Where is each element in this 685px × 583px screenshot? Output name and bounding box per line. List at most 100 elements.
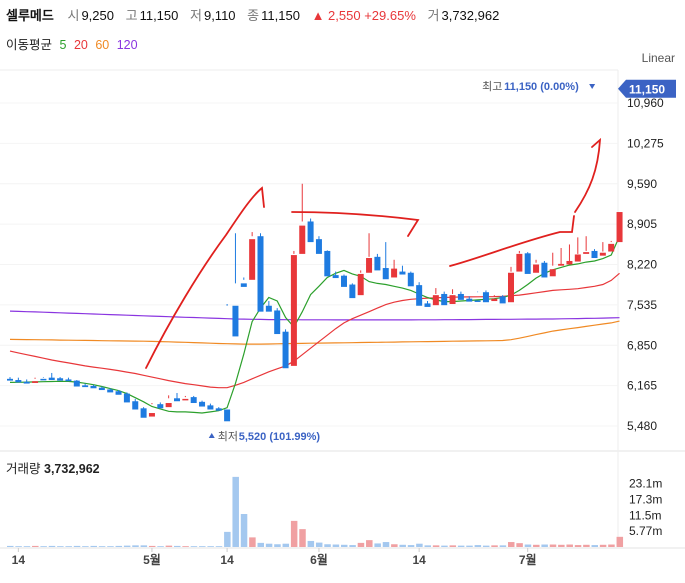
- candle-body: [533, 264, 540, 273]
- candle: [566, 244, 573, 265]
- volume-bar: [107, 546, 114, 547]
- volume-bar: [90, 545, 97, 547]
- candle-body: [558, 263, 565, 266]
- volume-bar: [7, 545, 14, 547]
- ma20-legend[interactable]: 20: [73, 38, 88, 52]
- candle: [474, 291, 481, 302]
- candle-body: [508, 272, 514, 303]
- candle: [541, 260, 548, 278]
- volume-bar: [357, 542, 365, 547]
- candle: [299, 183, 306, 254]
- candle: [315, 236, 322, 254]
- candle-body: [574, 254, 581, 262]
- volume-bar: [48, 545, 56, 547]
- candle-body: [32, 381, 39, 383]
- candle-body: [583, 252, 590, 254]
- volume-tick-label: 23.1m: [629, 476, 662, 490]
- volume-bar: [190, 546, 198, 547]
- volume-bar: [115, 545, 123, 547]
- volume-panel-label: 거래량: [6, 462, 41, 476]
- candle-body: [407, 272, 414, 287]
- candle: [199, 400, 206, 407]
- candle-body: [240, 283, 247, 287]
- candle-body: [307, 221, 314, 243]
- volume-bar: [257, 542, 264, 547]
- volume-bar: [524, 544, 532, 547]
- candle: [332, 271, 339, 279]
- candle: [224, 303, 231, 422]
- moving-average-label: 이동평균: [6, 38, 53, 52]
- candle-body: [424, 303, 431, 307]
- volume-bar: [449, 545, 457, 547]
- candle: [240, 277, 247, 287]
- annotation-stroke: [449, 215, 575, 267]
- candle-body: [416, 285, 423, 306]
- volume-panel-value: 3,732,962: [44, 462, 100, 476]
- candle-body: [482, 292, 489, 303]
- ma60-legend[interactable]: 60: [95, 38, 110, 52]
- volume-bar: [407, 545, 415, 547]
- candle-body: [366, 258, 373, 273]
- candle: [499, 295, 506, 304]
- candle-body: [7, 378, 13, 381]
- high-label: 고: [125, 8, 138, 23]
- volume-bar: [282, 543, 290, 547]
- volume-bar: [182, 546, 189, 547]
- candle-body: [249, 239, 256, 280]
- volume-bar: [374, 543, 381, 547]
- candle: [7, 377, 13, 381]
- candle: [232, 233, 239, 337]
- candle: [107, 388, 114, 393]
- candle-body: [82, 385, 89, 388]
- scale-toggle[interactable]: Linear: [641, 51, 675, 65]
- candle-body: [374, 256, 381, 271]
- x-tick-label: 14: [12, 553, 26, 567]
- candle: [349, 283, 356, 299]
- candle: [357, 270, 364, 296]
- candle: [215, 407, 222, 411]
- volume-bar: [399, 544, 406, 547]
- x-tick-label: 14: [220, 553, 234, 567]
- volume-bar: [382, 542, 390, 547]
- candle-body: [282, 331, 289, 369]
- candle: [40, 377, 47, 381]
- candle-body: [324, 250, 331, 277]
- candle-body: [616, 212, 623, 243]
- candle: [466, 296, 473, 302]
- y-tick-label: 8,220: [627, 258, 657, 272]
- candle-body: [457, 293, 464, 300]
- close-value: 11,150: [261, 8, 300, 23]
- volume-bar: [324, 544, 331, 547]
- volume-bar: [307, 540, 315, 547]
- x-tick-label: 5월: [143, 552, 161, 567]
- candle: [374, 253, 381, 271]
- volume-bar: [165, 545, 173, 547]
- candle: [441, 291, 448, 306]
- volume-bar: [591, 545, 598, 547]
- candle: [123, 392, 130, 403]
- volume-bar: [416, 543, 423, 547]
- candle: [15, 377, 22, 383]
- volume-bar: [274, 544, 281, 547]
- ma120-legend[interactable]: 120: [116, 38, 138, 52]
- annotation-stroke: [291, 211, 420, 237]
- volume-bar: [457, 545, 465, 547]
- volume-bar: [73, 545, 81, 547]
- candle: [457, 291, 464, 300]
- x-tick-label: 6월: [310, 552, 328, 567]
- y-tick-label: 8,905: [627, 217, 657, 231]
- candle: [32, 377, 39, 383]
- volume-bar: [466, 545, 473, 547]
- candle-body: [399, 271, 406, 275]
- close-label: 종: [247, 8, 260, 23]
- candle-body: [224, 409, 231, 422]
- y-tick-label: 5,480: [627, 419, 657, 433]
- candle: [574, 237, 581, 262]
- candle-body: [290, 255, 297, 366]
- volume-bar: [474, 545, 482, 547]
- volume-bar: [599, 544, 607, 547]
- ma5-legend[interactable]: 5: [59, 38, 67, 52]
- candle: [132, 398, 139, 410]
- volume-bar: [224, 531, 231, 547]
